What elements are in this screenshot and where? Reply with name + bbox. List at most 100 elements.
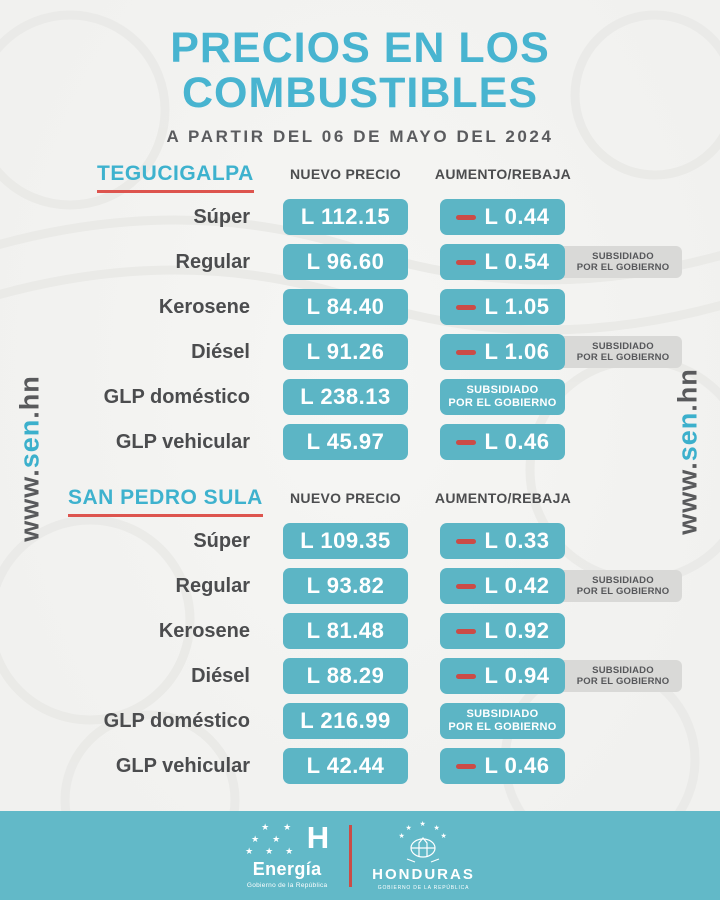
- subsidy-tag-line: SUBSIDIADO: [592, 341, 654, 352]
- footer-divider: [349, 824, 353, 887]
- change-cell: L 0.46: [440, 424, 565, 460]
- fuel-label: Súper: [193, 529, 250, 552]
- fuel-label: GLP doméstico: [103, 709, 250, 732]
- change-value: L 0.94: [484, 663, 550, 688]
- price-value: L 112.15: [300, 204, 391, 229]
- change-value: L 0.42: [484, 573, 550, 598]
- change-box: L 0.33: [440, 523, 565, 559]
- change-value: L 1.06: [484, 339, 550, 364]
- minus-icon: [455, 214, 476, 220]
- energia-tagline: Gobierno de la República: [246, 881, 328, 889]
- subsidy-tag-line: SUBSIDIADO: [592, 251, 654, 262]
- change-value: L 0.33: [484, 528, 550, 553]
- change-value: L 1.05: [484, 294, 550, 319]
- change-box: L 0.46: [440, 748, 565, 784]
- table-row: Regular L 93.82 SUBSIDIADO POR EL GOBIERN…: [0, 568, 720, 604]
- subsidy-box-line: POR EL GOBIERNO: [448, 397, 557, 409]
- price-box: L 81.48: [283, 613, 408, 649]
- price-value: L 93.82: [306, 573, 385, 598]
- subsidy-tag-line: POR EL GOBIERNO: [576, 352, 670, 363]
- change-box: L 0.54: [440, 244, 565, 280]
- table-row: GLP vehicular L 45.97 L 0.46: [0, 424, 720, 460]
- price-box: L 238.13: [283, 379, 408, 415]
- subsidy-box-line: SUBSIDIADO: [466, 708, 539, 720]
- subsidy-tag: SUBSIDIADO POR EL GOBIERNO: [558, 570, 682, 602]
- honduras-name: HONDURAS: [372, 865, 475, 883]
- minus-icon: [455, 628, 476, 634]
- change-cell: SUBSIDIADO POR EL GOBIERNO L 1.06: [440, 334, 682, 370]
- column-header-new-price: NUEVO PRECIO: [290, 166, 401, 182]
- change-box: L 0.42: [440, 568, 565, 604]
- fuel-label: Regular: [175, 250, 250, 273]
- column-header-new-price: NUEVO PRECIO: [290, 490, 401, 506]
- minus-icon: [455, 583, 476, 589]
- table-row: Súper L 109.35 L 0.33: [0, 523, 720, 559]
- minus-icon: [455, 439, 476, 445]
- change-box: L 1.05: [440, 289, 565, 325]
- column-header-change: AUMENTO/REBAJA: [434, 166, 572, 182]
- price-value: L 216.99: [300, 708, 391, 733]
- fuel-label: Regular: [175, 574, 250, 597]
- fuel-label: Diésel: [191, 664, 250, 687]
- subsidy-tag: SUBSIDIADO POR EL GOBIERNO: [558, 336, 682, 368]
- change-cell: SUBSIDIADO POR EL GOBIERNO L 0.94: [440, 658, 682, 694]
- change-cell: SUBSIDIADO POR EL GOBIERNO L 0.42: [440, 568, 682, 604]
- change-cell: SUBSIDIADO POR EL GOBIERNO: [440, 703, 565, 739]
- subsidy-tag-line: POR EL GOBIERNO: [576, 262, 670, 273]
- price-value: L 96.60: [306, 249, 385, 274]
- change-cell: SUBSIDIADO POR EL GOBIERNO L 0.54: [440, 244, 682, 280]
- footer-band: ★ ★ ★ ★ ★ ★ ★ H Energía Gobierno de la R…: [0, 811, 720, 900]
- table-row: Diésel L 91.26 SUBSIDIADO POR EL GOBIERNO…: [0, 334, 720, 370]
- effective-date-subtitle: A PARTIR DEL 06 DE MAYO DEL 2024: [166, 127, 554, 146]
- price-box: L 42.44: [283, 748, 408, 784]
- change-value: L 0.46: [484, 753, 550, 778]
- price-box: L 88.29: [283, 658, 408, 694]
- change-cell: SUBSIDIADO POR EL GOBIERNO: [440, 379, 565, 415]
- subsidy-tag-line: POR EL GOBIERNO: [576, 586, 670, 597]
- subsidy-box-line: POR EL GOBIERNO: [448, 721, 557, 733]
- subsidy-tag-line: SUBSIDIADO: [592, 575, 654, 586]
- price-value: L 238.13: [300, 384, 391, 409]
- price-value: L 42.44: [306, 753, 385, 778]
- table-row: Regular L 96.60 SUBSIDIADO POR EL GOBIERN…: [0, 244, 720, 280]
- subsidy-tag: SUBSIDIADO POR EL GOBIERNO: [558, 660, 682, 692]
- minus-icon: [455, 763, 476, 769]
- subsidy-tag: SUBSIDIADO POR EL GOBIERNO: [558, 246, 682, 278]
- section-header: SAN PEDRO SULA NUEVO PRECIO AUMENTO/REBA…: [0, 484, 720, 523]
- price-value: L 81.48: [306, 618, 385, 643]
- minus-icon: [455, 349, 476, 355]
- table-row: GLP doméstico L 238.13 SUBSIDIADO POR EL …: [0, 379, 720, 415]
- page-title: PRECIOS EN LOS COMBUSTIBLES: [0, 26, 720, 116]
- change-box: L 0.92: [440, 613, 565, 649]
- city-title: SAN PEDRO SULA: [68, 486, 263, 517]
- subsidy-box-line: SUBSIDIADO: [466, 384, 539, 396]
- subsidy-tag-line: POR EL GOBIERNO: [576, 676, 670, 687]
- section-tegucigalpa: TEGUCIGALPA NUEVO PRECIO AUMENTO/REBAJA …: [0, 160, 720, 469]
- title-line-1: PRECIOS EN LOS: [170, 24, 550, 72]
- price-value: L 91.26: [306, 339, 385, 364]
- change-cell: L 1.05: [440, 289, 565, 325]
- city-title: TEGUCIGALPA: [97, 162, 254, 193]
- price-box: L 45.97: [283, 424, 408, 460]
- price-value: L 109.35: [300, 528, 391, 553]
- change-cell: L 0.92: [440, 613, 565, 649]
- section-san-pedro-sula: SAN PEDRO SULA NUEVO PRECIO AUMENTO/REBA…: [0, 484, 720, 793]
- fuel-label: GLP doméstico: [103, 385, 250, 408]
- honduras-logo: ★ ★ ★ ★ ★ HONDURAS GOBIERNO DE LA REPÚBL…: [372, 821, 475, 891]
- fuel-label: Súper: [193, 205, 250, 228]
- change-cell: L 0.44: [440, 199, 565, 235]
- price-box: L 216.99: [283, 703, 408, 739]
- energia-name: Energía: [252, 858, 322, 879]
- section-header: TEGUCIGALPA NUEVO PRECIO AUMENTO/REBAJA: [0, 160, 720, 199]
- table-row: Kerosene L 84.40 L 1.05: [0, 289, 720, 325]
- header: PRECIOS EN LOS COMBUSTIBLES A PARTIR DEL…: [0, 26, 720, 147]
- price-box: L 109.35: [283, 523, 408, 559]
- column-header-change: AUMENTO/REBAJA: [434, 490, 572, 506]
- fuel-label: GLP vehicular: [115, 430, 250, 453]
- change-box: L 0.46: [440, 424, 565, 460]
- change-value: L 0.44: [484, 204, 550, 229]
- fuel-label: Kerosene: [158, 295, 250, 318]
- fuel-label: Kerosene: [158, 619, 250, 642]
- change-box: L 0.44: [440, 199, 565, 235]
- change-value: L 0.46: [484, 429, 550, 454]
